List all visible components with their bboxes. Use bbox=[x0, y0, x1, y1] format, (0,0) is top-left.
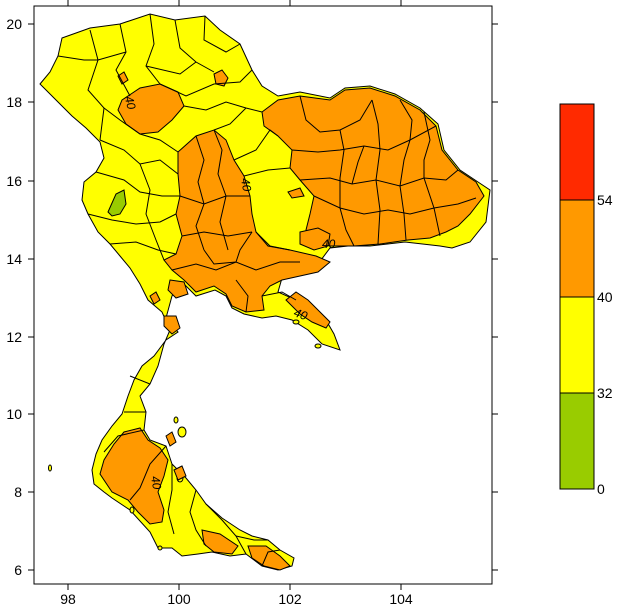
legend-colorbar: 54 40 32 0 bbox=[559, 103, 613, 497]
province-boundary bbox=[115, 23, 131, 97]
province-boundary bbox=[235, 279, 249, 313]
x-axis-bottom bbox=[67, 584, 402, 590]
orange-region-south-4 bbox=[173, 465, 187, 481]
island bbox=[177, 426, 187, 438]
province-boundary bbox=[351, 145, 365, 185]
contour-labels: 40 40 40 40 40 bbox=[122, 94, 336, 490]
contour-label: 40 bbox=[292, 305, 310, 323]
legend-swatch-54-plus bbox=[559, 103, 595, 201]
y-tick-label: 16 bbox=[6, 173, 22, 189]
province-boundary bbox=[195, 135, 205, 251]
x-tick-labels: 98 100 102 104 bbox=[60, 591, 413, 607]
legend-label: 40 bbox=[597, 289, 613, 305]
contour-label: 40 bbox=[238, 177, 254, 193]
province-boundary bbox=[203, 15, 241, 53]
province-boundary bbox=[213, 129, 229, 251]
y-tick-label: 20 bbox=[6, 16, 22, 32]
province-boundary bbox=[174, 19, 215, 73]
orange-region-north-1 bbox=[117, 83, 185, 135]
orange-region-north-3 bbox=[117, 71, 129, 85]
x-tick-label: 98 bbox=[60, 591, 76, 607]
y-tick-label: 18 bbox=[6, 94, 22, 110]
y-tick-label: 12 bbox=[6, 329, 22, 345]
green-region bbox=[107, 189, 127, 217]
island bbox=[48, 464, 52, 472]
x-tick-label: 100 bbox=[167, 591, 191, 607]
orange-region-west-2 bbox=[163, 315, 181, 335]
y-tick-labels: 20 18 16 14 12 10 8 6 bbox=[6, 16, 22, 578]
x-tick-label: 104 bbox=[389, 591, 413, 607]
island bbox=[292, 319, 300, 325]
province-boundary bbox=[129, 445, 167, 501]
island bbox=[173, 416, 179, 424]
province-boundary bbox=[139, 163, 165, 261]
province-boundary bbox=[181, 231, 253, 237]
orange-region-south-1 bbox=[99, 427, 169, 525]
province-boundary bbox=[103, 107, 179, 153]
province-boundary bbox=[235, 535, 268, 541]
province-boundary bbox=[109, 241, 177, 255]
province-boundary bbox=[129, 375, 151, 385]
province-boundary bbox=[87, 29, 105, 141]
y-tick-label: 6 bbox=[14, 562, 22, 578]
province-boundary bbox=[145, 61, 197, 75]
province-boundary bbox=[243, 167, 291, 177]
province-boundary bbox=[339, 129, 355, 247]
province-boundary bbox=[57, 51, 127, 61]
legend-swatch-40-54 bbox=[559, 199, 595, 298]
orange-region-pocket-2 bbox=[287, 187, 305, 199]
province-boundary bbox=[313, 195, 477, 215]
island bbox=[314, 343, 322, 349]
province-boundary bbox=[103, 429, 145, 453]
province-boundary bbox=[159, 69, 253, 97]
contour-label: 40 bbox=[148, 475, 164, 491]
province-boundary bbox=[399, 99, 413, 241]
province-boundary bbox=[213, 107, 247, 131]
legend-label: 32 bbox=[597, 385, 613, 401]
province-boundary bbox=[233, 129, 279, 161]
x-tick-label: 102 bbox=[278, 591, 302, 607]
legend-swatch-0-32 bbox=[559, 392, 595, 490]
orange-region-pocket bbox=[167, 279, 189, 299]
province-boundary bbox=[179, 195, 250, 205]
province-boundary bbox=[203, 231, 253, 265]
province-boundary bbox=[423, 111, 441, 237]
x-axis-top bbox=[67, 0, 402, 6]
orange-region-east bbox=[285, 291, 331, 329]
orange-region-south-3 bbox=[247, 545, 291, 571]
province-boundary bbox=[145, 13, 161, 85]
y-tick-label: 8 bbox=[14, 484, 22, 500]
orange-region-south-2 bbox=[201, 529, 239, 555]
contour-label: 40 bbox=[122, 94, 139, 111]
orange-region-west-1 bbox=[149, 291, 161, 305]
province-boundary bbox=[183, 101, 263, 113]
island bbox=[129, 506, 135, 514]
province-boundary bbox=[95, 171, 180, 197]
y-axis-ticks bbox=[28, 23, 498, 571]
legend-swatch-32-40 bbox=[559, 296, 595, 394]
province-boundary bbox=[261, 549, 281, 567]
province-boundary bbox=[261, 291, 297, 301]
province-boundary bbox=[299, 169, 459, 187]
legend-label: 0 bbox=[597, 481, 605, 497]
contour-label: 40 bbox=[322, 237, 336, 251]
island bbox=[157, 545, 163, 551]
orange-region-north-2 bbox=[213, 69, 229, 87]
y-tick-label: 14 bbox=[6, 251, 22, 267]
province-boundary bbox=[299, 95, 373, 133]
province-boundary bbox=[255, 231, 291, 251]
orange-region-pocket-3 bbox=[299, 227, 331, 251]
y-tick-label: 10 bbox=[6, 406, 22, 422]
province-boundaries bbox=[57, 13, 477, 567]
legend-label: 54 bbox=[597, 192, 613, 208]
orange-region-south-5 bbox=[165, 431, 177, 447]
province-boundary bbox=[205, 503, 247, 555]
province-boundary bbox=[371, 99, 381, 245]
province-boundary bbox=[167, 464, 175, 535]
province-boundary bbox=[189, 489, 207, 547]
province-boundary bbox=[87, 213, 177, 225]
